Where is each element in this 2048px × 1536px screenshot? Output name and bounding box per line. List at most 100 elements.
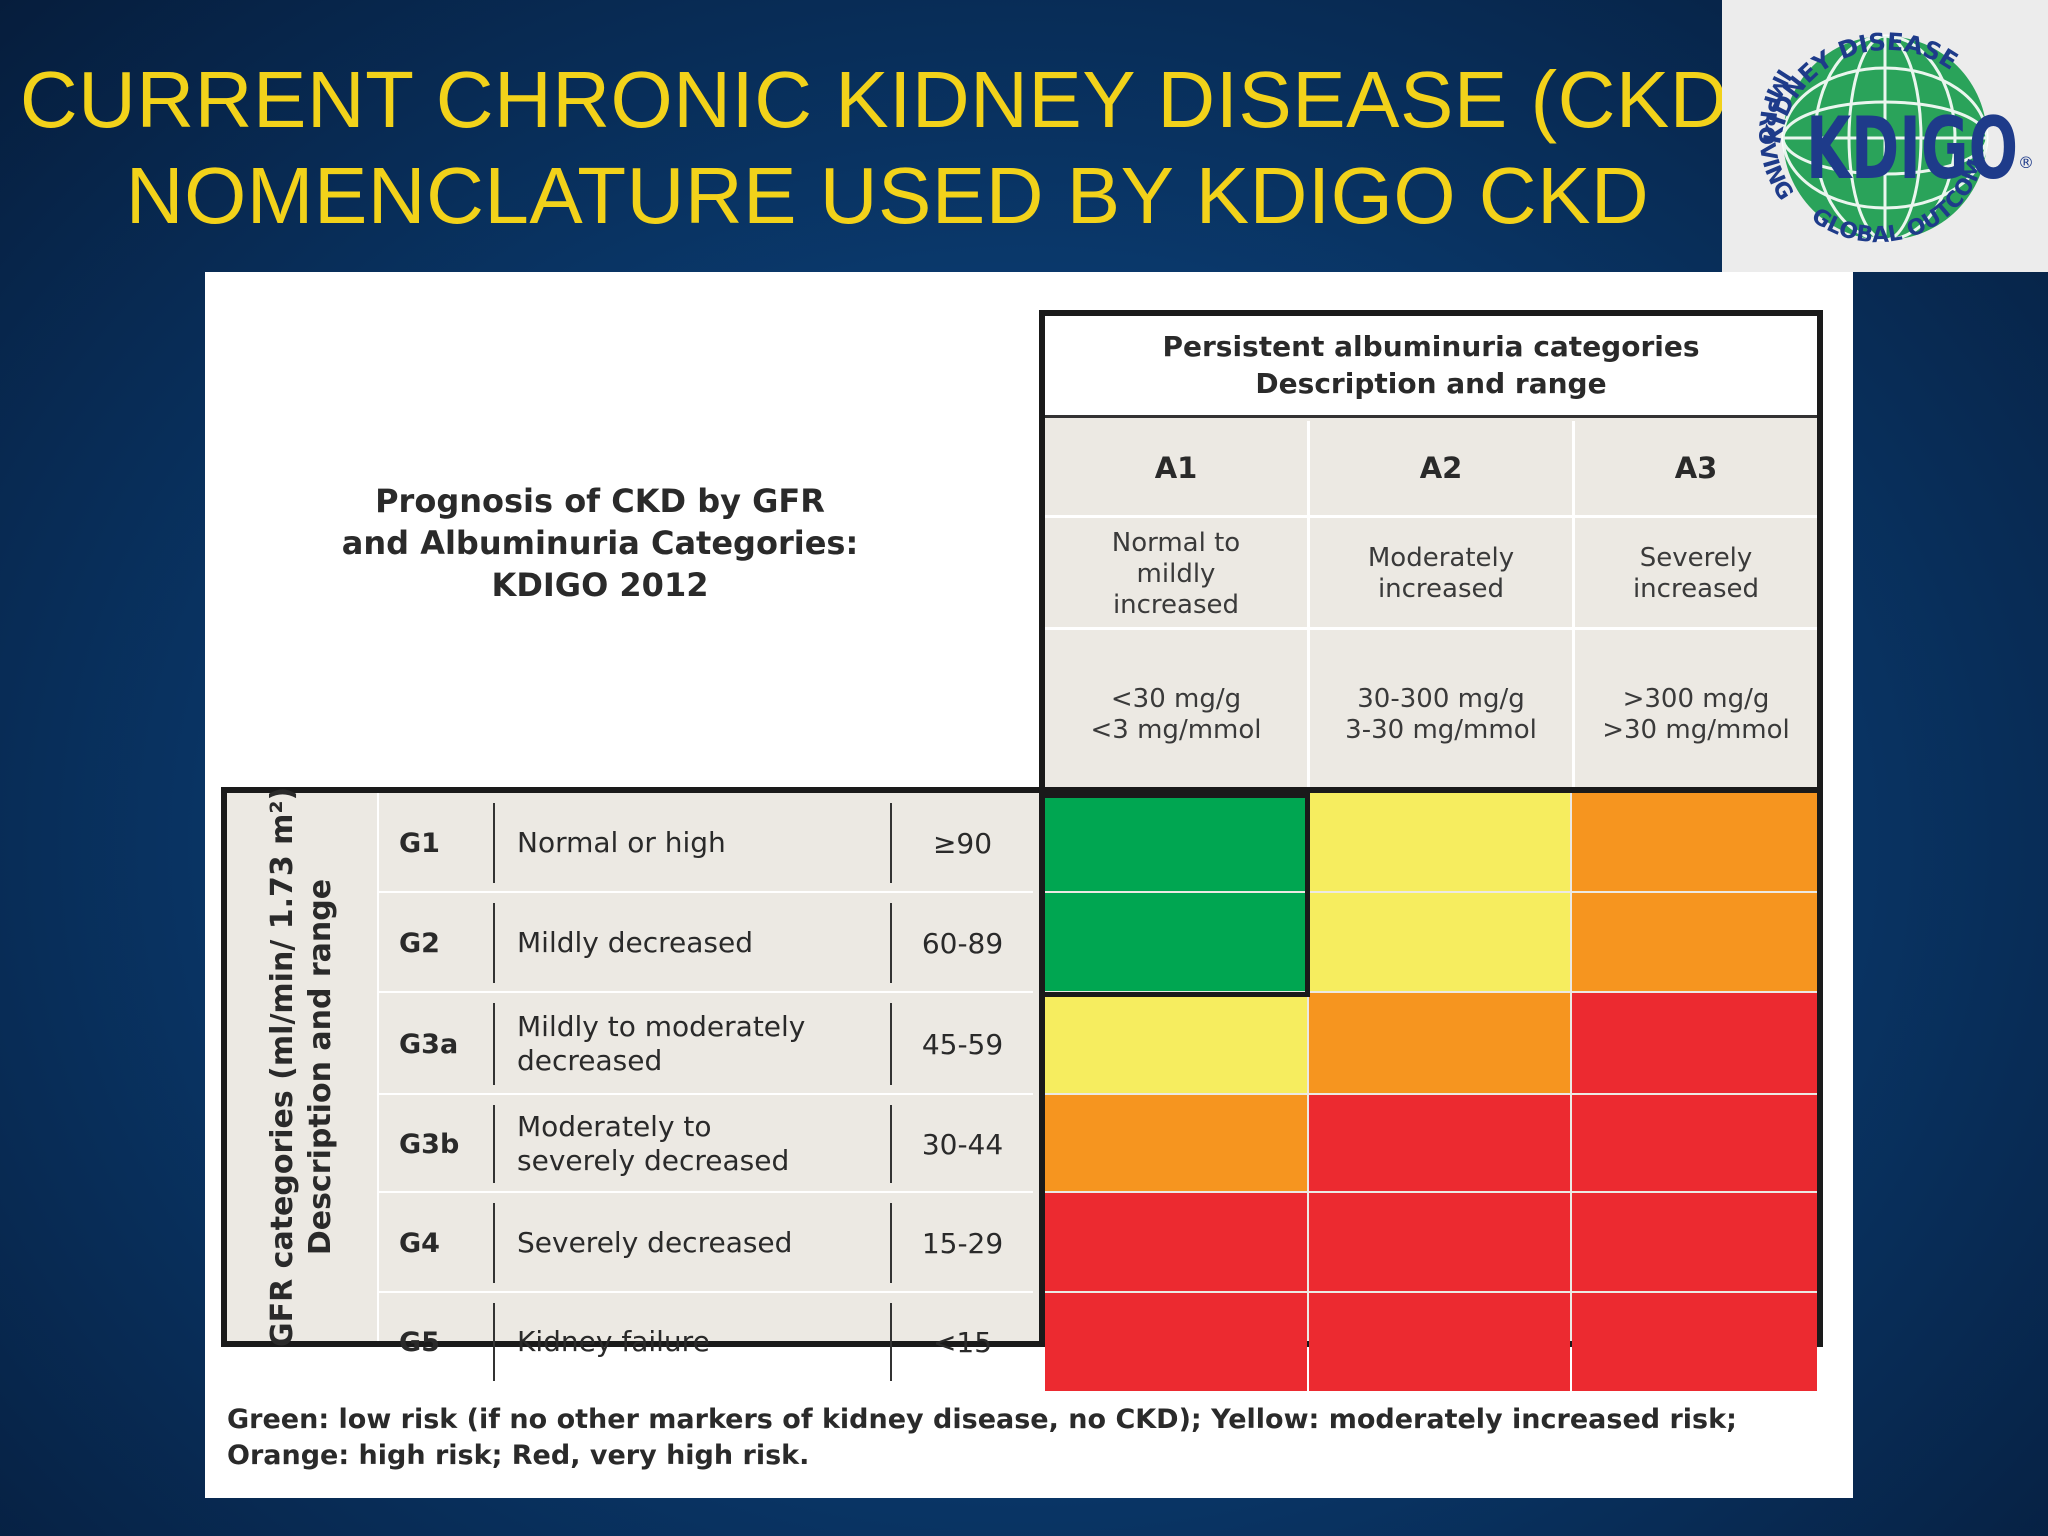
albuminuria-description-text: Moderately increased (1367, 543, 1515, 604)
gfr-code: G3a (399, 1028, 459, 1060)
gfr-range: ≥90 (932, 826, 993, 860)
figure-title-line-1: Prognosis of CKD by GFR (375, 482, 825, 520)
risk-cell-g3b-a3-red (1572, 1095, 1817, 1191)
gfr-description: Mildly decreased (517, 926, 754, 959)
gfr-range: 15-29 (921, 1226, 1004, 1260)
kdigo-logo-graphic: KIDNEY DISEASE IMPROVING GLOBAL OUTCOMES… (1722, 0, 2034, 248)
albuminuria-header-line-2: Description and range (1255, 367, 1607, 400)
gfr-cell-divider (890, 1303, 892, 1381)
gfr-axis-line-1: GFR categories (ml/min/ 1.73 m²) (265, 786, 300, 1347)
risk-cell-g3b-a1-orange (1045, 1095, 1307, 1191)
gfr-description: Normal or high (517, 826, 726, 859)
albuminuria-code: A3 (1575, 421, 1817, 518)
gfr-range: <15 (932, 1325, 993, 1359)
risk-cell-g5-a3-red (1572, 1293, 1817, 1391)
risk-cell-g2-a1-green (1045, 893, 1307, 991)
gfr-cell-divider (493, 903, 495, 983)
gfr-row-g1: G1 Normal or high ≥90 (377, 793, 1817, 893)
albuminuria-description: Severely increased (1575, 521, 1817, 630)
risk-legend: Green: low risk (if no other markers of … (227, 1402, 1827, 1474)
gfr-code: G3b (399, 1128, 460, 1160)
gfr-cell-divider (493, 1105, 495, 1183)
risk-cell-g1-a2-yellow (1309, 793, 1570, 891)
risk-cell-g4-a2-red (1309, 1193, 1570, 1291)
gfr-row-divider (377, 991, 1033, 993)
gfr-cell-divider (890, 1203, 892, 1283)
albuminuria-code: A2 (1310, 421, 1572, 518)
column-divider (1572, 421, 1575, 796)
albuminuria-column-a1: A1 Normal to mildly increased <30 mg/g <… (1045, 421, 1307, 796)
albuminuria-header-line-1: Persistent albuminuria categories (1162, 330, 1700, 363)
albuminuria-header-block: Persistent albuminuria categories Descri… (1039, 310, 1823, 796)
albuminuria-column-a2: A2 Moderately increased 30-300 mg/g 3-30… (1310, 421, 1572, 796)
risk-cell-g2-a2-yellow (1309, 893, 1570, 991)
gfr-cell-divider (890, 903, 892, 983)
risk-cell-g1-a3-orange (1572, 793, 1817, 891)
slide-title: CURRENT CHRONIC KIDNEY DISEASE (CKD) NOM… (0, 52, 1775, 244)
gfr-code: G1 (399, 827, 440, 859)
gfr-description: Severely decreased (517, 1226, 793, 1259)
figure-title-line-3: KDIGO 2012 (491, 566, 709, 604)
gfr-range: 30-44 (921, 1127, 1004, 1161)
albuminuria-range: >300 mg/g >30 mg/mmol (1575, 633, 1817, 796)
gfr-description: Kidney failure (517, 1325, 710, 1358)
risk-cell-g3a-a2-orange (1309, 993, 1570, 1093)
gfr-range: 60-89 (921, 926, 1004, 960)
risk-legend-line-1: Green: low risk (if no other markers of … (227, 1404, 1737, 1435)
gfr-cell-divider (890, 803, 892, 883)
column-divider (1307, 421, 1310, 796)
gfr-code: G5 (399, 1326, 440, 1358)
gfr-cell-divider (493, 1203, 495, 1283)
albuminuria-range-text: >300 mg/g >30 mg/mmol (1602, 683, 1790, 745)
gfr-row-g2: G2 Mildly decreased 60-89 (377, 893, 1817, 993)
figure-title-line-2: and Albuminuria Categories: (341, 524, 859, 562)
albuminuria-description-text: Normal to mildly increased (1111, 527, 1241, 620)
gfr-cell-divider (493, 803, 495, 883)
gfr-code: G4 (399, 1227, 440, 1259)
gfr-row-divider (377, 1291, 1033, 1293)
albuminuria-description-text: Severely increased (1632, 543, 1760, 604)
gfr-cell-divider (890, 1105, 892, 1183)
albuminuria-column-a3: A3 Severely increased >300 mg/g >30 mg/m… (1575, 421, 1817, 796)
kdigo-prognosis-figure: Prognosis of CKD by GFR and Albuminuria … (205, 272, 1853, 1498)
logo-registered-mark: ® (2018, 153, 2034, 172)
gfr-row-divider (377, 891, 1033, 893)
kdigo-logo: KIDNEY DISEASE IMPROVING GLOBAL OUTCOMES… (1722, 0, 2048, 272)
slide-title-line-1: CURRENT CHRONIC KIDNEY DISEASE (CKD) (19, 55, 1756, 144)
gfr-row-g3a: G3a Mildly to moderately decreased 45-59 (377, 993, 1817, 1095)
albuminuria-description: Moderately increased (1310, 521, 1572, 630)
gfr-description: Mildly to moderately decreased (517, 1010, 806, 1077)
albuminuria-range-text: 30-300 mg/g 3-30 mg/mmol (1345, 683, 1537, 745)
risk-cell-g3b-a2-red (1309, 1095, 1570, 1191)
gfr-cell-divider (890, 1003, 892, 1085)
logo-wordmark: KDIGO (1806, 99, 2018, 199)
risk-cell-g4-a3-red (1572, 1193, 1817, 1291)
risk-cell-g4-a1-red (1045, 1193, 1307, 1291)
risk-cell-g1-a1-green (1045, 793, 1307, 891)
albuminuria-code: A1 (1045, 421, 1307, 518)
risk-cell-g5-a1-red (1045, 1293, 1307, 1391)
gfr-row-divider (377, 1191, 1033, 1193)
risk-cell-g3a-a1-yellow (1045, 993, 1307, 1093)
albuminuria-range: 30-300 mg/g 3-30 mg/mmol (1310, 633, 1572, 796)
gfr-row-g3b: G3b Moderately to severely decreased 30-44 (377, 1095, 1817, 1193)
albuminuria-range-text: <30 mg/g <3 mg/mmol (1090, 683, 1262, 745)
gfr-row-divider (377, 1093, 1033, 1095)
gfr-axis-line-2: Description and range (303, 878, 338, 1256)
albuminuria-description: Normal to mildly increased (1045, 521, 1307, 630)
risk-cell-g2-a3-orange (1572, 893, 1817, 991)
risk-grid-divider (1039, 793, 1045, 1341)
gfr-cell-divider (493, 1003, 495, 1085)
risk-cell-g3a-a3-red (1572, 993, 1817, 1093)
slide-title-line-2: NOMENCLATURE USED BY KDIGO CKD (125, 151, 1650, 240)
gfr-row-g4: G4 Severely decreased 15-29 (377, 1193, 1817, 1293)
gfr-cell-divider (493, 1303, 495, 1381)
gfr-range: 45-59 (921, 1027, 1004, 1061)
risk-cell-g5-a2-red (1309, 1293, 1570, 1391)
risk-legend-line-2: Orange: high risk; Red, very high risk. (227, 1440, 810, 1471)
gfr-code: G2 (399, 927, 440, 959)
gfr-axis-label: GFR categories (ml/min/ 1.73 m²) Descrip… (227, 787, 379, 1347)
figure-title: Prognosis of CKD by GFR and Albuminuria … (300, 480, 900, 606)
gfr-axis-text: GFR categories (ml/min/ 1.73 m²) Descrip… (264, 787, 340, 1347)
gfr-row-g5: G5 Kidney failure <15 (377, 1293, 1817, 1391)
